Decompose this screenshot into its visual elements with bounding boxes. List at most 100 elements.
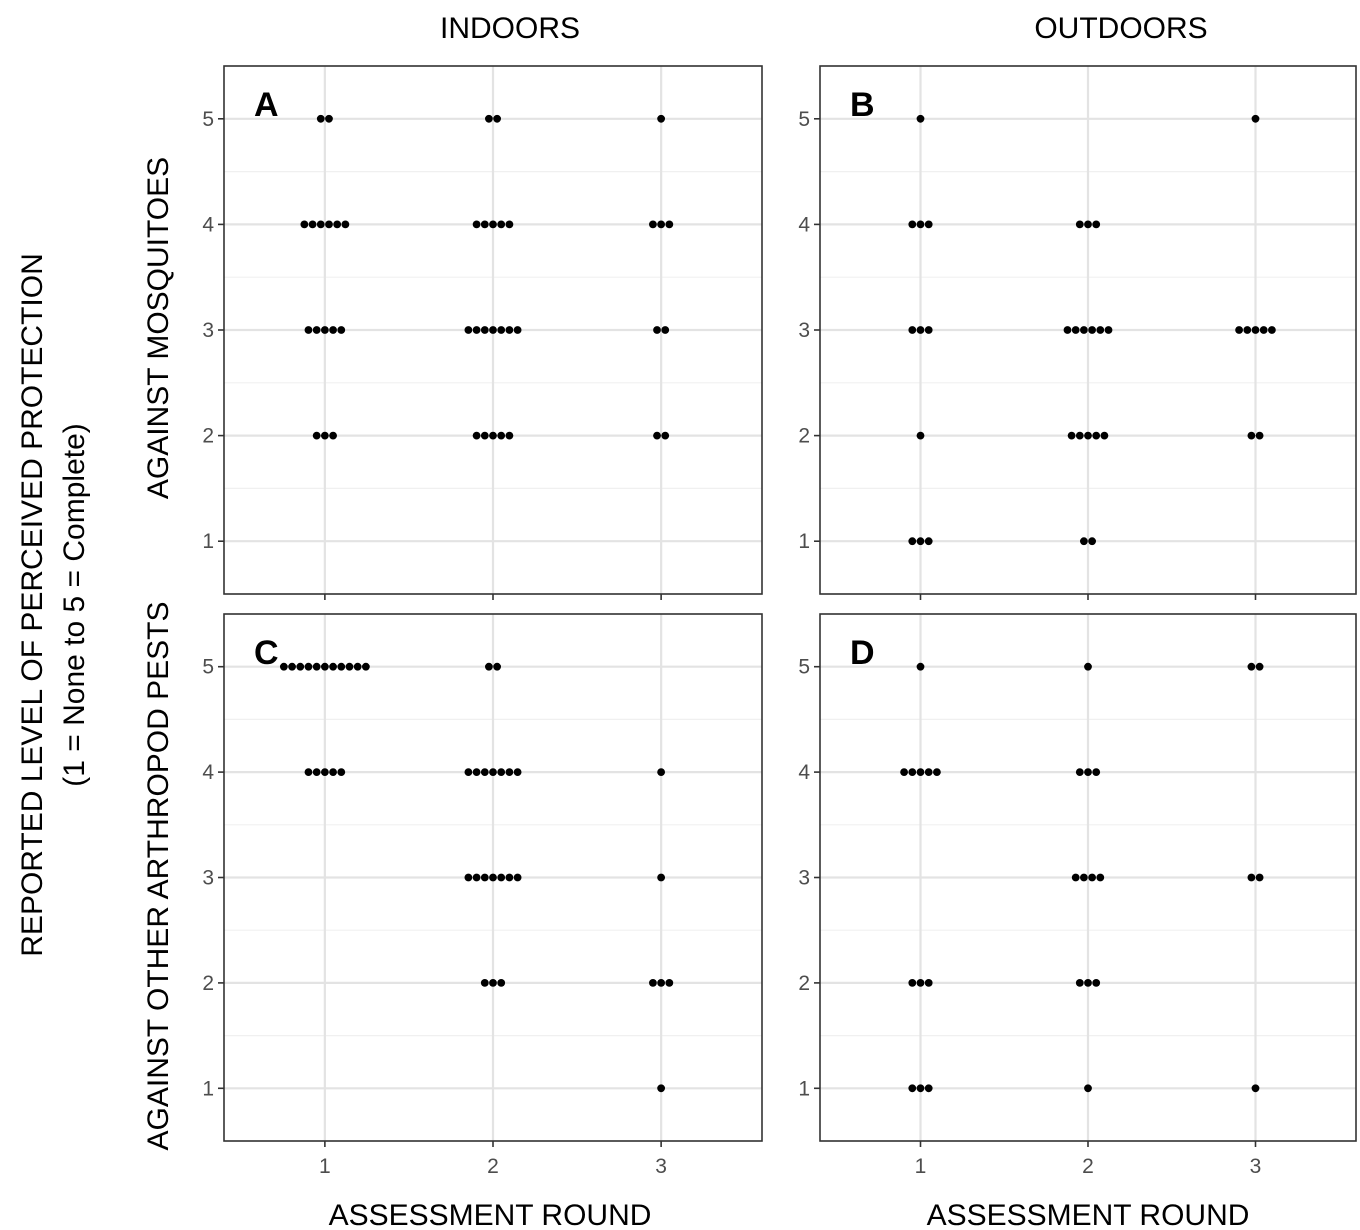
data-point <box>489 979 497 987</box>
data-point <box>649 220 657 229</box>
y-tick-label: 1 <box>798 1077 810 1100</box>
data-point <box>653 326 661 334</box>
data-point <box>1063 326 1072 334</box>
data-point <box>505 431 514 440</box>
data-point <box>908 326 917 334</box>
y-tick-label: 5 <box>798 656 810 679</box>
data-point <box>497 768 506 776</box>
x-tick-label: 1 <box>319 1155 331 1178</box>
data-point <box>1088 873 1096 882</box>
data-point <box>1235 326 1243 334</box>
x-axis-label-outdoors: ASSESSMENT ROUND <box>927 1199 1250 1230</box>
y-tick-label: 4 <box>798 213 810 236</box>
x-tick-label: 2 <box>487 1155 499 1178</box>
data-point <box>924 220 933 229</box>
data-point <box>657 873 666 882</box>
data-point <box>312 326 321 334</box>
y-tick-label: 4 <box>798 761 810 784</box>
data-point <box>653 431 661 440</box>
data-point <box>1075 979 1084 987</box>
data-point <box>288 662 296 671</box>
data-point <box>1251 114 1260 123</box>
data-point <box>1080 873 1088 882</box>
data-point <box>908 1084 917 1093</box>
data-point <box>308 220 317 229</box>
y-tick-label: 2 <box>798 972 810 995</box>
y-tick-label: 2 <box>202 425 214 448</box>
data-point <box>320 326 329 334</box>
data-point <box>1251 326 1260 334</box>
data-point <box>1080 537 1088 546</box>
data-point <box>464 768 473 776</box>
x-tick-label: 2 <box>1082 1155 1094 1178</box>
panel-border <box>223 65 763 595</box>
data-point <box>924 768 933 776</box>
data-point <box>316 114 325 123</box>
data-point <box>312 662 321 671</box>
data-point <box>480 768 489 776</box>
data-point <box>661 431 670 440</box>
data-point <box>1255 662 1264 671</box>
data-point <box>1084 220 1092 229</box>
x-axis-label-indoors: ASSESSMENT ROUND <box>329 1199 652 1230</box>
data-point <box>304 768 313 776</box>
data-point <box>1084 979 1092 987</box>
data-point <box>489 220 497 229</box>
data-point <box>304 326 313 334</box>
data-point <box>924 979 933 987</box>
x-tick-label: 1 <box>915 1155 927 1178</box>
y-tick-label: 1 <box>798 530 810 553</box>
data-point <box>1247 873 1256 882</box>
data-point <box>916 662 925 671</box>
data-point <box>329 768 337 776</box>
data-point <box>312 768 321 776</box>
data-point <box>493 114 501 123</box>
y-tick-label: 1 <box>202 1077 214 1100</box>
data-point <box>1092 768 1101 776</box>
x-tick-label: 3 <box>1250 1155 1262 1178</box>
data-point <box>916 979 925 987</box>
data-point <box>665 220 674 229</box>
data-point <box>489 768 497 776</box>
x-tick-label: 3 <box>655 1155 667 1178</box>
data-point <box>657 114 666 123</box>
data-point <box>497 431 506 440</box>
y-tick-label: 3 <box>798 867 810 890</box>
y-tick-label: 4 <box>202 213 214 236</box>
data-point <box>489 326 497 334</box>
data-point <box>505 873 514 882</box>
data-point <box>493 662 501 671</box>
data-point <box>1092 431 1101 440</box>
data-point <box>513 768 522 776</box>
data-point <box>1075 431 1084 440</box>
data-point <box>497 873 506 882</box>
row-title-mosquitoes: AGAINST MOSQUITOES <box>142 157 175 499</box>
data-point <box>489 873 497 882</box>
data-point <box>1096 873 1105 882</box>
data-point <box>337 768 346 776</box>
data-point <box>345 662 354 671</box>
data-point <box>279 662 288 671</box>
data-point <box>513 326 522 334</box>
y-tick-label: 1 <box>202 530 214 553</box>
data-point <box>480 431 489 440</box>
data-point <box>661 326 670 334</box>
data-point <box>1088 537 1096 546</box>
data-point <box>320 768 329 776</box>
data-point <box>353 662 362 671</box>
data-point <box>924 326 933 334</box>
y-tick-label: 4 <box>202 761 214 784</box>
data-point <box>300 220 309 229</box>
data-point <box>916 1084 925 1093</box>
data-point <box>304 662 313 671</box>
y-tick-label: 5 <box>202 108 214 131</box>
data-point <box>1084 431 1092 440</box>
data-point <box>657 220 666 229</box>
data-point <box>329 662 337 671</box>
data-point <box>1080 326 1088 334</box>
data-point <box>1268 326 1276 334</box>
data-point <box>472 220 481 229</box>
data-point <box>1084 768 1092 776</box>
panel-tag: D <box>850 634 875 672</box>
